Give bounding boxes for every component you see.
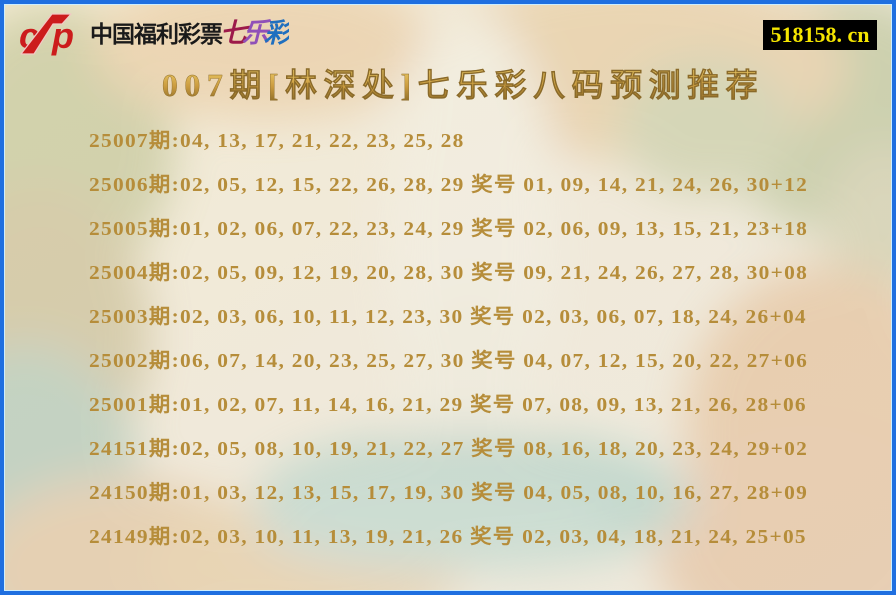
svg-text:p: p xyxy=(51,15,74,56)
svg-text:中国福利彩票: 中国福利彩票 xyxy=(90,21,223,47)
svg-text:彩: 彩 xyxy=(264,18,289,48)
svg-text:007期[林深处]七乐彩八码预测推荐: 007期[林深处]七乐彩八码预测推荐 xyxy=(162,67,764,103)
